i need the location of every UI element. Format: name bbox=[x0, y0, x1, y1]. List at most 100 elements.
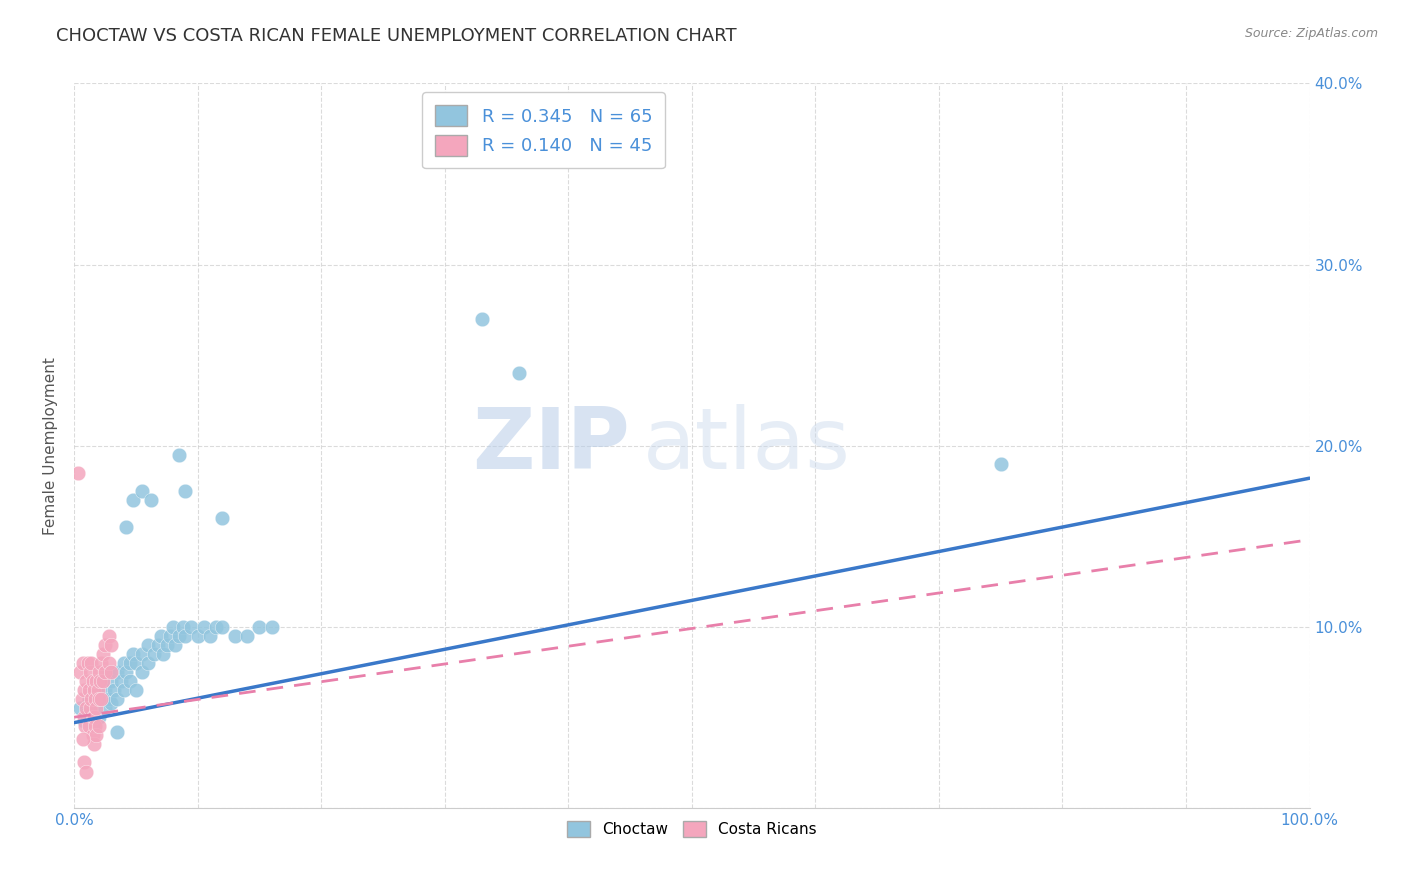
Point bbox=[86, 683, 108, 698]
Point bbox=[86, 701, 108, 715]
Point bbox=[75, 673, 97, 688]
Point bbox=[70, 692, 93, 706]
Point bbox=[82, 673, 104, 688]
Point bbox=[82, 710, 104, 724]
Point bbox=[165, 638, 187, 652]
Point bbox=[100, 696, 122, 710]
Point bbox=[94, 701, 117, 715]
Point bbox=[131, 665, 153, 679]
Point bbox=[143, 647, 166, 661]
Point bbox=[167, 629, 190, 643]
Point bbox=[152, 647, 174, 661]
Point bbox=[471, 311, 494, 326]
Point bbox=[236, 629, 259, 643]
Point bbox=[260, 620, 283, 634]
Point bbox=[87, 719, 110, 733]
Text: ZIP: ZIP bbox=[472, 404, 630, 487]
Point bbox=[118, 656, 141, 670]
Point bbox=[82, 719, 104, 733]
Point bbox=[83, 710, 105, 724]
Point bbox=[125, 683, 148, 698]
Point bbox=[193, 620, 215, 634]
Point bbox=[167, 448, 190, 462]
Point bbox=[80, 656, 103, 670]
Point bbox=[75, 719, 97, 733]
Point bbox=[100, 665, 122, 679]
Point bbox=[87, 665, 110, 679]
Point bbox=[125, 656, 148, 670]
Point bbox=[224, 629, 246, 643]
Point bbox=[105, 724, 128, 739]
Point bbox=[72, 656, 94, 670]
Legend: Choctaw, Costa Ricans: Choctaw, Costa Ricans bbox=[561, 815, 823, 844]
Point bbox=[508, 366, 530, 380]
Point bbox=[115, 665, 138, 679]
Point bbox=[72, 731, 94, 746]
Point bbox=[149, 629, 172, 643]
Point bbox=[82, 701, 104, 715]
Point bbox=[105, 692, 128, 706]
Point bbox=[79, 701, 101, 715]
Point bbox=[112, 683, 135, 698]
Point bbox=[75, 764, 97, 779]
Point bbox=[91, 647, 114, 661]
Point bbox=[187, 629, 209, 643]
Point bbox=[90, 692, 112, 706]
Point bbox=[146, 638, 169, 652]
Point bbox=[103, 683, 125, 698]
Point bbox=[97, 665, 120, 679]
Point bbox=[94, 665, 117, 679]
Point bbox=[131, 483, 153, 498]
Point bbox=[73, 756, 96, 770]
Point bbox=[94, 638, 117, 652]
Point bbox=[205, 620, 228, 634]
Text: CHOCTAW VS COSTA RICAN FEMALE UNEMPLOYMENT CORRELATION CHART: CHOCTAW VS COSTA RICAN FEMALE UNEMPLOYME… bbox=[56, 27, 737, 45]
Point bbox=[87, 710, 110, 724]
Y-axis label: Female Unemployment: Female Unemployment bbox=[44, 357, 58, 534]
Point bbox=[73, 683, 96, 698]
Point bbox=[86, 673, 108, 688]
Point bbox=[82, 728, 104, 742]
Point bbox=[118, 673, 141, 688]
Point bbox=[211, 511, 233, 525]
Point bbox=[159, 629, 181, 643]
Text: Source: ZipAtlas.com: Source: ZipAtlas.com bbox=[1244, 27, 1378, 40]
Point bbox=[94, 683, 117, 698]
Point bbox=[97, 629, 120, 643]
Point bbox=[172, 620, 194, 634]
Point bbox=[198, 629, 221, 643]
Point bbox=[174, 629, 197, 643]
Point bbox=[211, 620, 233, 634]
Point bbox=[131, 647, 153, 661]
Point bbox=[76, 656, 98, 670]
Point bbox=[115, 520, 138, 534]
Point bbox=[122, 492, 145, 507]
Point bbox=[100, 638, 122, 652]
Point bbox=[87, 692, 110, 706]
Point bbox=[136, 656, 159, 670]
Point bbox=[75, 706, 97, 721]
Point bbox=[156, 638, 179, 652]
Point bbox=[77, 692, 100, 706]
Point bbox=[97, 692, 120, 706]
Point bbox=[112, 656, 135, 670]
Point bbox=[90, 656, 112, 670]
Point bbox=[69, 665, 91, 679]
Point bbox=[91, 673, 114, 688]
Point bbox=[79, 665, 101, 679]
Point bbox=[84, 719, 107, 733]
Point bbox=[87, 692, 110, 706]
Point bbox=[86, 728, 108, 742]
Point bbox=[97, 656, 120, 670]
Point bbox=[990, 457, 1012, 471]
Point bbox=[69, 701, 91, 715]
Point bbox=[73, 710, 96, 724]
Point bbox=[86, 683, 108, 698]
Point bbox=[100, 673, 122, 688]
Point bbox=[77, 683, 100, 698]
Point bbox=[80, 692, 103, 706]
Point bbox=[77, 719, 100, 733]
Text: atlas: atlas bbox=[643, 404, 851, 487]
Point bbox=[110, 673, 132, 688]
Point bbox=[136, 638, 159, 652]
